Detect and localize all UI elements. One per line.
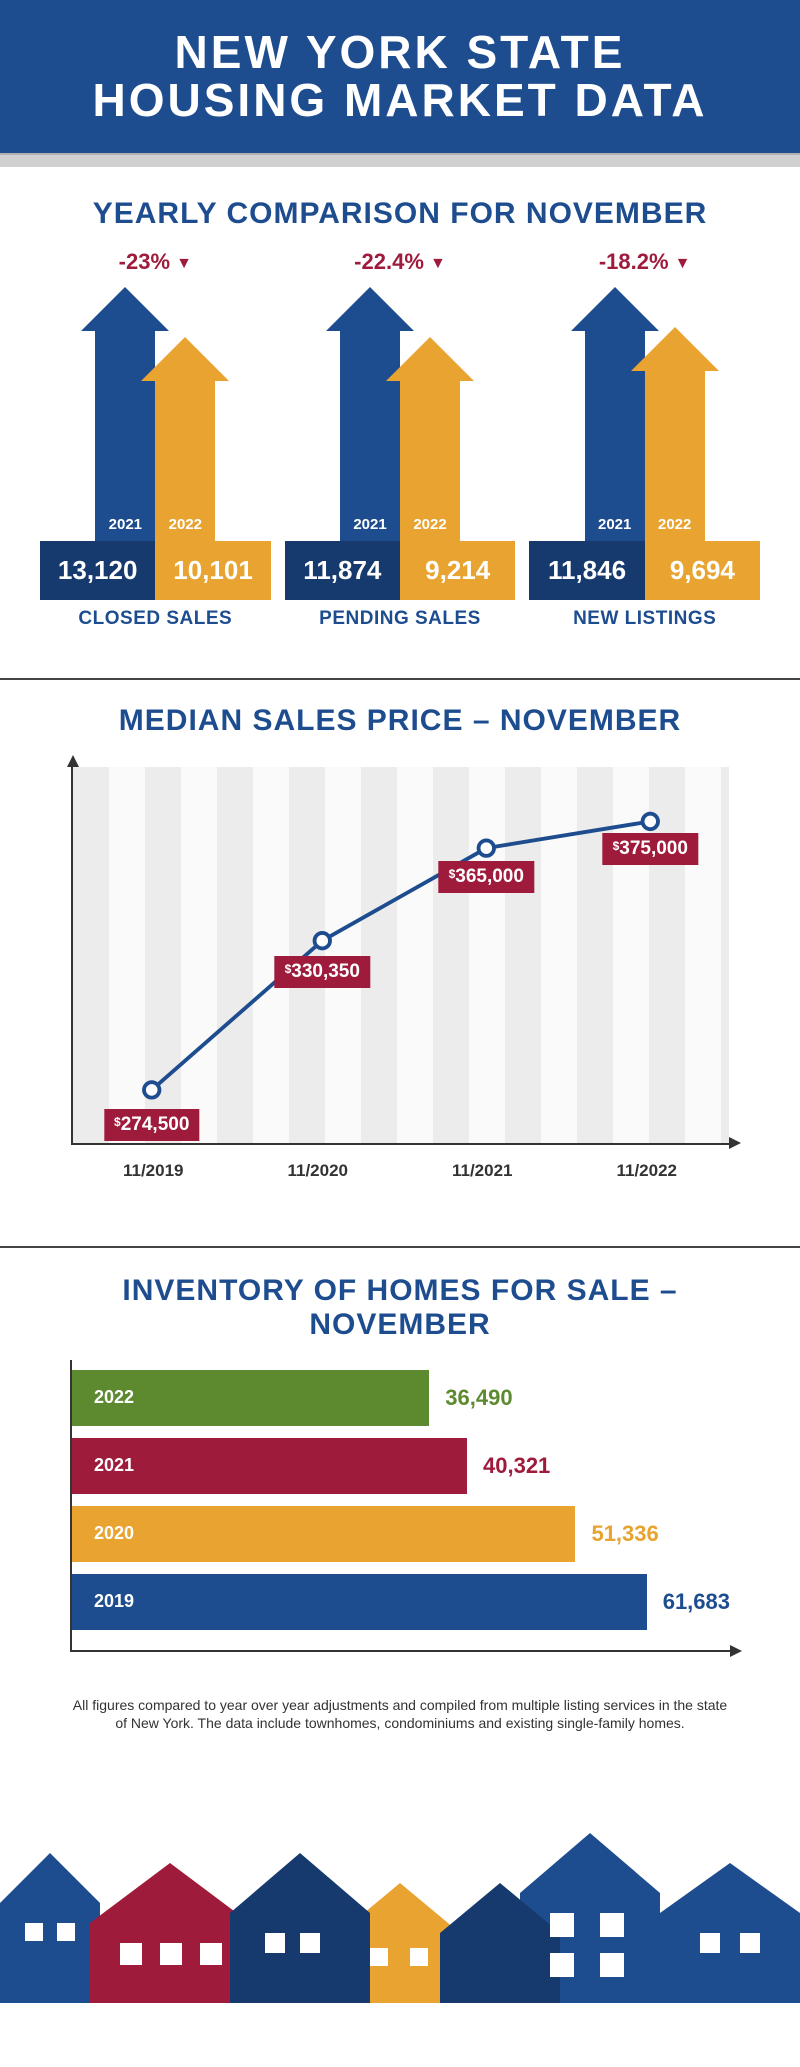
block-label: NEW LISTINGS	[529, 608, 760, 630]
price-label: $274,500	[104, 1109, 199, 1141]
x-axis-labels: 11/2019 11/2020 11/2021 11/2022	[71, 1161, 729, 1181]
arrow-year-label: 2022	[155, 381, 215, 541]
inventory-bar-row: 2021 40,321	[70, 1438, 730, 1494]
inventory-chart: 2022 36,490 2021 40,321 2020 51,336 2019 61,683	[40, 1360, 760, 1682]
arrow-pair: 20212022	[529, 281, 760, 541]
x-tick-label: 11/2020	[287, 1161, 348, 1181]
x-tick-label: 11/2022	[616, 1161, 677, 1181]
yearly-comparison-section: YEARLY COMPARISON FOR NOVEMBER -23% ▼ 202…	[0, 167, 800, 650]
block-label: CLOSED SALES	[40, 608, 271, 630]
down-triangle-icon: ▼	[675, 255, 691, 272]
inventory-title: INVENTORY OF HOMES FOR SALE – NOVEMBER	[40, 1274, 760, 1342]
pct-change: -18.2% ▼	[529, 249, 760, 275]
inventory-bar-row: 2020 51,336	[70, 1506, 730, 1562]
inventory-bar: 2022	[70, 1370, 429, 1426]
price-label: $375,000	[603, 833, 698, 865]
footnote: All figures compared to year over year a…	[70, 1696, 730, 1734]
inventory-bar: 2019	[70, 1574, 647, 1630]
page-title: NEW YORK STATE HOUSING MARKET DATA	[20, 28, 780, 125]
inventory-bar-row: 2019 61,683	[70, 1574, 730, 1630]
value-box-row: 11,8469,694	[529, 541, 760, 600]
yearly-title: YEARLY COMPARISON FOR NOVEMBER	[40, 197, 760, 231]
inventory-section: INVENTORY OF HOMES FOR SALE – NOVEMBER 2…	[0, 1246, 800, 1754]
divider	[0, 153, 800, 167]
arrow-year-label: 2022	[645, 371, 705, 541]
value-2022: 9,694	[645, 541, 760, 600]
value-2021: 11,874	[285, 541, 400, 600]
value-box-row: 11,8749,214	[285, 541, 516, 600]
title-line-2: HOUSING MARKET DATA	[93, 74, 708, 126]
value-2021: 13,120	[40, 541, 155, 600]
header-band: NEW YORK STATE HOUSING MARKET DATA	[0, 0, 800, 153]
pct-change: -23% ▼	[40, 249, 271, 275]
inventory-value: 61,683	[663, 1589, 730, 1615]
median-price-title: MEDIAN SALES PRICE – NOVEMBER	[40, 704, 760, 738]
value-2022: 9,214	[400, 541, 515, 600]
inventory-bar: 2020	[70, 1506, 575, 1562]
arrow-pair: 20212022	[40, 281, 271, 541]
arrow-icon: 2022	[155, 381, 215, 541]
yearly-blocks-row: -23% ▼2021202213,12010,101CLOSED SALES-2…	[40, 249, 760, 630]
title-line-1: NEW YORK STATE	[175, 26, 626, 78]
x-tick-label: 11/2021	[452, 1161, 513, 1181]
arrow-pair: 20212022	[285, 281, 516, 541]
x-tick-label: 11/2019	[123, 1161, 184, 1181]
inventory-bar: 2021	[70, 1438, 467, 1494]
down-triangle-icon: ▼	[176, 255, 192, 272]
yearly-block: -22.4% ▼ 2021202211,8749,214 PENDING SALES	[285, 249, 516, 630]
yearly-block: -18.2% ▼ 2021202211,8469,694 NEW LISTINGS	[529, 249, 760, 630]
inventory-x-axis	[70, 1650, 730, 1652]
arrow-year-label: 2022	[400, 381, 460, 541]
inventory-value: 40,321	[483, 1453, 550, 1479]
value-box-row: 13,12010,101	[40, 541, 271, 600]
inventory-y-axis	[70, 1360, 72, 1652]
arrow-icon: 2022	[400, 381, 460, 541]
block-label: PENDING SALES	[285, 608, 516, 630]
yearly-block: -23% ▼ 2021202213,12010,101 CLOSED SALES	[40, 249, 271, 630]
value-2022: 10,101	[155, 541, 270, 600]
pct-change: -22.4% ▼	[285, 249, 516, 275]
down-triangle-icon: ▼	[430, 255, 446, 272]
price-label: $330,350	[275, 956, 370, 988]
median-price-chart: $274,500 $330,350 $365,000 $375,000 11/2019…	[40, 756, 760, 1196]
houses-silhouette	[0, 1783, 800, 2003]
inventory-value: 36,490	[445, 1385, 512, 1411]
inventory-value: 51,336	[591, 1521, 658, 1547]
inventory-bar-row: 2022 36,490	[70, 1370, 730, 1426]
median-price-section: MEDIAN SALES PRICE – NOVEMBER $274,500 $3…	[0, 678, 800, 1216]
chart-plot-area: $274,500 $330,350 $365,000 $375,000	[71, 767, 729, 1145]
value-2021: 11,846	[529, 541, 644, 600]
price-label: $365,000	[439, 861, 534, 893]
arrow-icon: 2022	[645, 371, 705, 541]
